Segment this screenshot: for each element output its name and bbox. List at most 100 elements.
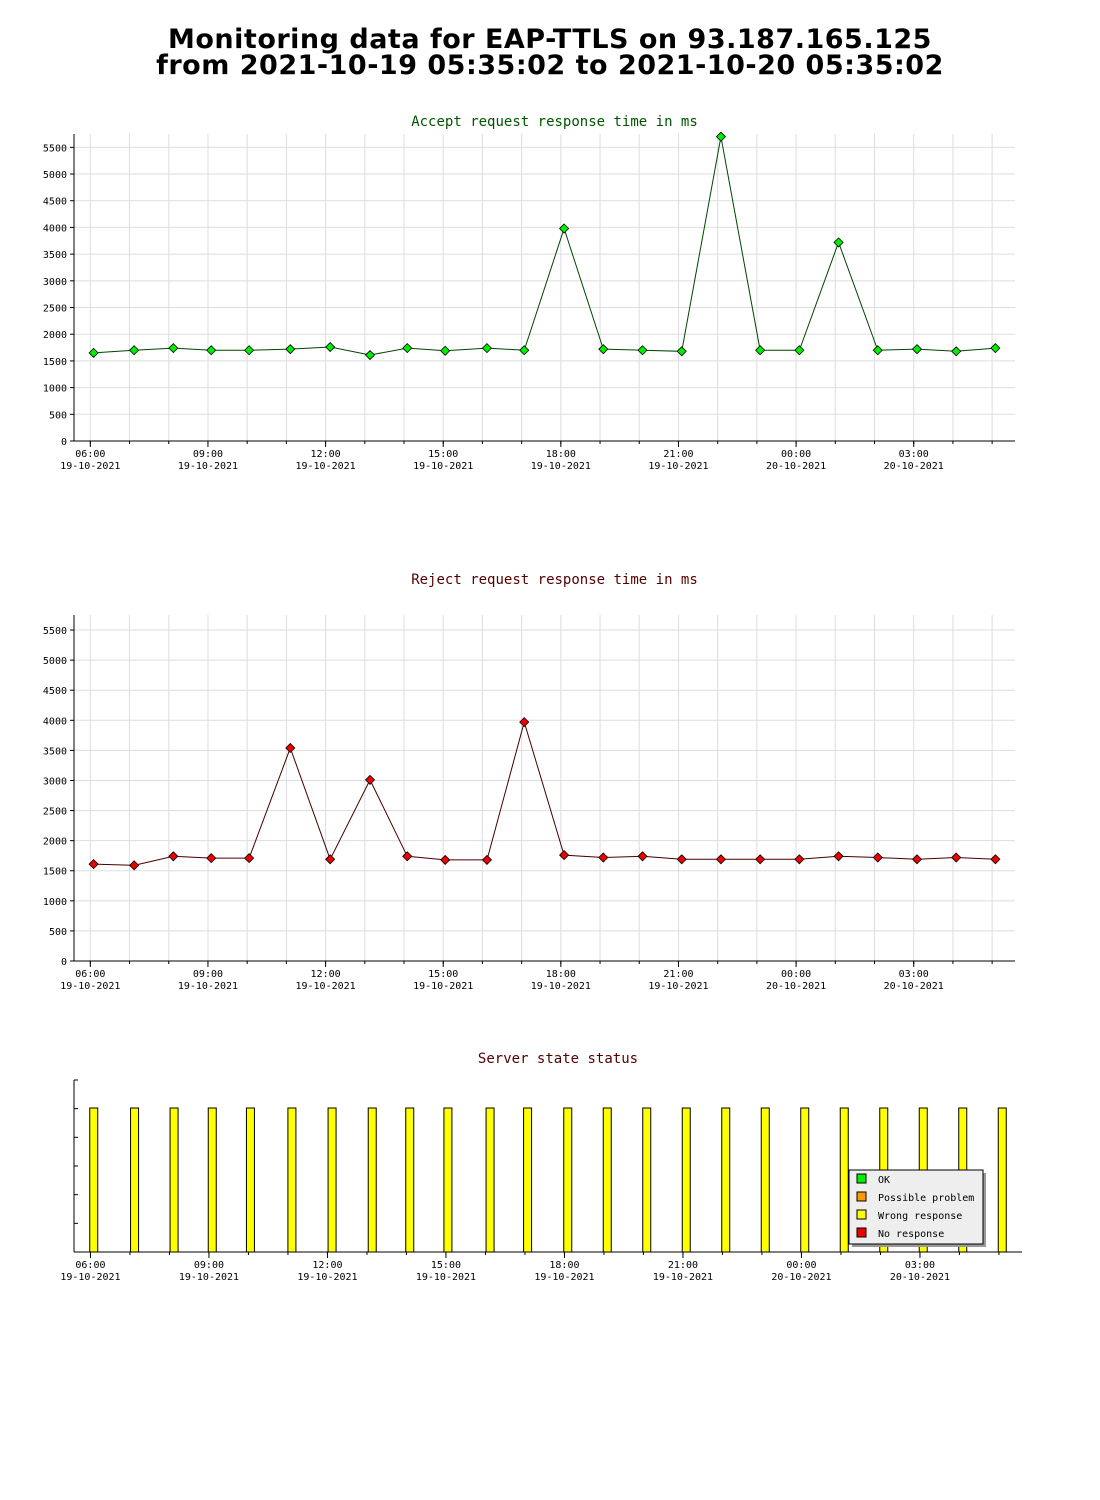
chart-2: Server state status OK Possible problem Wro… — [73, 1051, 1022, 1253]
y-tick-label: 2000 — [43, 330, 67, 341]
status-bar — [563, 1107, 573, 1253]
x-tick-label-time: 03:00 — [899, 449, 929, 460]
x-tick-label-time: 21:00 — [663, 969, 693, 980]
status-bar — [839, 1107, 849, 1253]
x-tick-label-time: 09:00 — [193, 449, 223, 460]
data-point — [872, 345, 883, 356]
y-tick-label: 500 — [49, 927, 67, 938]
data-point — [598, 344, 609, 355]
data-point — [325, 854, 336, 865]
data-point — [794, 854, 805, 865]
data-point — [402, 343, 413, 354]
data-point — [676, 854, 687, 865]
series-line — [93, 720, 996, 866]
x-tick-label-time: 06:00 — [75, 449, 105, 460]
data-point — [440, 854, 451, 865]
x-tick-label-time: 18:00 — [546, 969, 576, 980]
x-tick-label-time: 18:00 — [546, 449, 576, 460]
y-tick-label: 3000 — [43, 277, 67, 288]
x-tick-label-date: 19-10-2021 — [295, 981, 355, 992]
status-bar — [169, 1107, 179, 1253]
data-point — [559, 850, 570, 861]
x-tick-label-time: 12:00 — [311, 969, 341, 980]
data-point — [88, 347, 99, 358]
x-tick-label-date: 19-10-2021 — [179, 1272, 239, 1283]
status-bar — [89, 1107, 99, 1253]
x-tick-label-date: 19-10-2021 — [413, 461, 473, 472]
status-bar — [760, 1107, 770, 1253]
y-tick-label: 5500 — [43, 626, 67, 637]
data-point — [911, 344, 923, 355]
x-tick-label-time: 03:00 — [905, 1260, 935, 1271]
y-tick-label: 4500 — [43, 686, 67, 697]
y-tick-label: 5000 — [43, 170, 67, 181]
x-tick-label-time: 00:00 — [781, 449, 811, 460]
x-tick-label-date: 19-10-2021 — [60, 1272, 120, 1283]
y-tick-label: 4000 — [43, 716, 67, 727]
data-point — [559, 223, 570, 234]
x-tick-label-date: 20-10-2021 — [766, 461, 826, 472]
x-tick-label-date: 19-10-2021 — [60, 981, 120, 992]
legend-swatch — [856, 1227, 867, 1238]
x-tick-label-time: 18:00 — [549, 1260, 579, 1271]
data-point — [911, 854, 923, 865]
chart-title: Reject request response time in ms — [411, 572, 698, 588]
y-tick-label: 2000 — [43, 837, 67, 848]
x-tick-label-date: 20-10-2021 — [884, 981, 944, 992]
data-point — [990, 343, 1001, 354]
data-point — [206, 345, 217, 356]
data-point — [481, 854, 493, 865]
legend-label: No response — [878, 1229, 944, 1240]
x-tick-label-date: 19-10-2021 — [531, 461, 591, 472]
data-point — [990, 854, 1001, 865]
page-title-line-2: from 2021-10-19 05:35:02 to 2021-10-20 0… — [156, 50, 944, 81]
y-tick-label: 5000 — [43, 656, 67, 667]
data-point — [598, 852, 609, 863]
data-point — [206, 853, 217, 864]
data-point — [168, 343, 179, 354]
x-tick-label-date: 20-10-2021 — [890, 1272, 950, 1283]
y-tick-label: 1500 — [43, 357, 67, 368]
y-tick-label: 500 — [49, 410, 67, 421]
x-tick-label-time: 21:00 — [663, 449, 693, 460]
data-point — [364, 774, 376, 785]
x-tick-label-date: 19-10-2021 — [295, 461, 355, 472]
y-tick-label: 3500 — [43, 746, 67, 757]
x-tick-label-date: 19-10-2021 — [416, 1272, 476, 1283]
data-point — [88, 859, 99, 870]
data-point — [168, 851, 179, 862]
data-point — [440, 345, 451, 356]
status-bar — [485, 1107, 495, 1253]
data-point — [872, 852, 883, 863]
data-point — [794, 345, 805, 356]
x-tick-label-time: 06:00 — [75, 969, 105, 980]
x-tick-label-time: 12:00 — [312, 1260, 342, 1271]
data-point — [244, 853, 255, 864]
legend-label: Possible problem — [878, 1193, 974, 1204]
y-tick-label: 4500 — [43, 197, 67, 208]
data-point — [637, 345, 648, 356]
status-bar — [523, 1107, 533, 1253]
status-bar — [443, 1107, 453, 1253]
x-tick-label-date: 19-10-2021 — [178, 461, 238, 472]
chart-title: Accept request response time in ms — [411, 114, 698, 130]
chart-title: Server state status — [478, 1051, 638, 1067]
x-tick-label-date: 19-10-2021 — [648, 981, 708, 992]
x-tick-label-time: 09:00 — [194, 1260, 224, 1271]
page-title-line-1: Monitoring data for EAP-TTLS on 93.187.1… — [168, 24, 932, 55]
x-tick-label-date: 19-10-2021 — [60, 461, 120, 472]
y-tick-label: 3000 — [43, 776, 67, 787]
y-tick-label: 0 — [61, 957, 67, 968]
x-tick-label-time: 21:00 — [668, 1260, 698, 1271]
y-tick-label: 2500 — [43, 807, 67, 818]
legend-label: Wrong response — [878, 1211, 962, 1222]
data-point — [244, 345, 255, 356]
x-tick-label-time: 12:00 — [311, 449, 341, 460]
series-line — [93, 136, 996, 356]
status-bar — [207, 1107, 217, 1253]
x-tick-label-date: 19-10-2021 — [413, 981, 473, 992]
y-tick-label: 1500 — [43, 867, 67, 878]
status-bar — [800, 1107, 810, 1253]
status-bar — [721, 1107, 731, 1253]
